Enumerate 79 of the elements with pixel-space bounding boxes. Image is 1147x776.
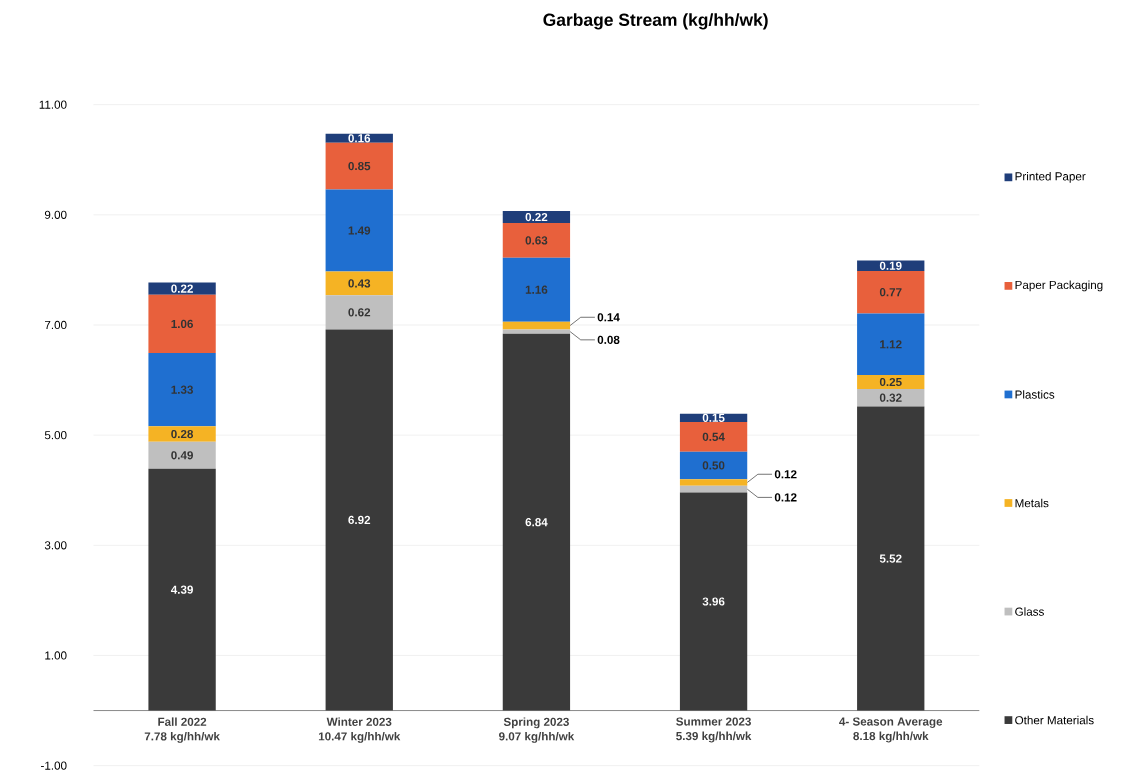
y-tick-label: -1.00	[41, 761, 67, 770]
data-label: 1.49	[348, 226, 371, 235]
x-tick-label: Spring 2023	[503, 717, 569, 729]
data-label: 3.96	[702, 597, 725, 606]
data-label: 0.19	[879, 261, 902, 270]
data-label: 0.63	[525, 236, 548, 245]
data-label: 6.92	[348, 515, 371, 524]
bar	[325, 295, 393, 330]
legend-label: Paper Packaging	[1015, 280, 1103, 292]
y-tick-label: 3.00	[44, 541, 67, 550]
bar	[325, 189, 393, 272]
bar	[857, 270, 925, 314]
data-label: 0.28	[171, 429, 194, 439]
data-label: 6.84	[525, 517, 548, 527]
legend-label: Other Materials	[1015, 715, 1094, 725]
data-label: 0.54	[702, 432, 725, 441]
data-label: 1.12	[880, 340, 902, 349]
y-tick-label: 5.00	[44, 430, 67, 440]
data-label: 0.15	[702, 413, 725, 422]
bar	[857, 406, 925, 711]
data-label: 0.50	[702, 461, 725, 470]
data-label: 4.39	[170, 585, 193, 594]
bar	[325, 142, 393, 190]
bar	[679, 451, 748, 480]
bar	[502, 257, 571, 322]
data-label: 0.12	[774, 493, 797, 502]
data-label: 0.43	[348, 279, 371, 288]
bar	[857, 375, 925, 389]
y-tick-label: 11.00	[39, 100, 67, 109]
data-label: 1.33	[171, 385, 193, 394]
data-label: 0.32	[879, 393, 902, 402]
data-label: 1.06	[171, 319, 193, 328]
data-label: 0.22	[525, 212, 548, 222]
y-tick-label: 7.00	[44, 320, 67, 329]
total-label: 8.18 kg/hh/wk	[853, 731, 929, 743]
bar	[502, 329, 571, 334]
bar	[325, 271, 393, 296]
chart-title: Garbage Stream (kg/hh/wk)	[543, 13, 768, 30]
x-tick-label: Winter 2023	[326, 717, 392, 726]
bar	[502, 321, 571, 330]
legend-label: Printed Paper	[1015, 171, 1086, 183]
total-label: 9.07 kg/hh/wk	[499, 731, 575, 743]
bar	[148, 352, 216, 427]
bar	[679, 485, 748, 493]
bar	[148, 468, 216, 711]
x-tick-label: 4- Season Average	[839, 717, 943, 728]
x-tick-label: Fall 2022	[158, 717, 207, 726]
bar	[857, 313, 925, 375]
data-label: 0.62	[348, 308, 371, 317]
data-label: 1.16	[525, 285, 548, 294]
legend-label: Metals	[1015, 498, 1049, 508]
bar	[502, 222, 571, 258]
data-label: 0.22	[171, 284, 193, 293]
data-label: 0.85	[348, 161, 371, 171]
bar	[148, 441, 216, 469]
y-tick-label: 1.00	[45, 651, 67, 660]
bar	[325, 329, 393, 711]
total-label: 10.47 kg/hh/wk	[318, 731, 401, 743]
x-tick-label: Summer 2023	[676, 717, 751, 726]
bar	[679, 421, 748, 452]
bar	[857, 388, 925, 407]
data-label: 0.08	[597, 335, 620, 344]
data-label: 0.77	[879, 287, 902, 297]
bar	[679, 492, 748, 711]
bar	[679, 479, 748, 486]
legend-label: Glass	[1015, 607, 1044, 616]
bar	[502, 333, 571, 711]
data-label: 0.12	[774, 470, 797, 479]
legend-label: Plastics	[1015, 390, 1055, 399]
bar	[148, 426, 216, 442]
y-tick-label: 9.00	[44, 210, 67, 219]
total-label: 5.39 kg/hh/wk	[676, 731, 752, 743]
data-label: 0.14	[597, 313, 620, 322]
data-label: 0.49	[171, 451, 193, 460]
bar	[148, 294, 216, 353]
data-label: 5.52	[879, 554, 902, 563]
total-label: 7.78 kg/hh/wk	[144, 731, 220, 743]
data-label: 0.25	[879, 377, 902, 387]
data-label: 0.16	[348, 134, 371, 143]
